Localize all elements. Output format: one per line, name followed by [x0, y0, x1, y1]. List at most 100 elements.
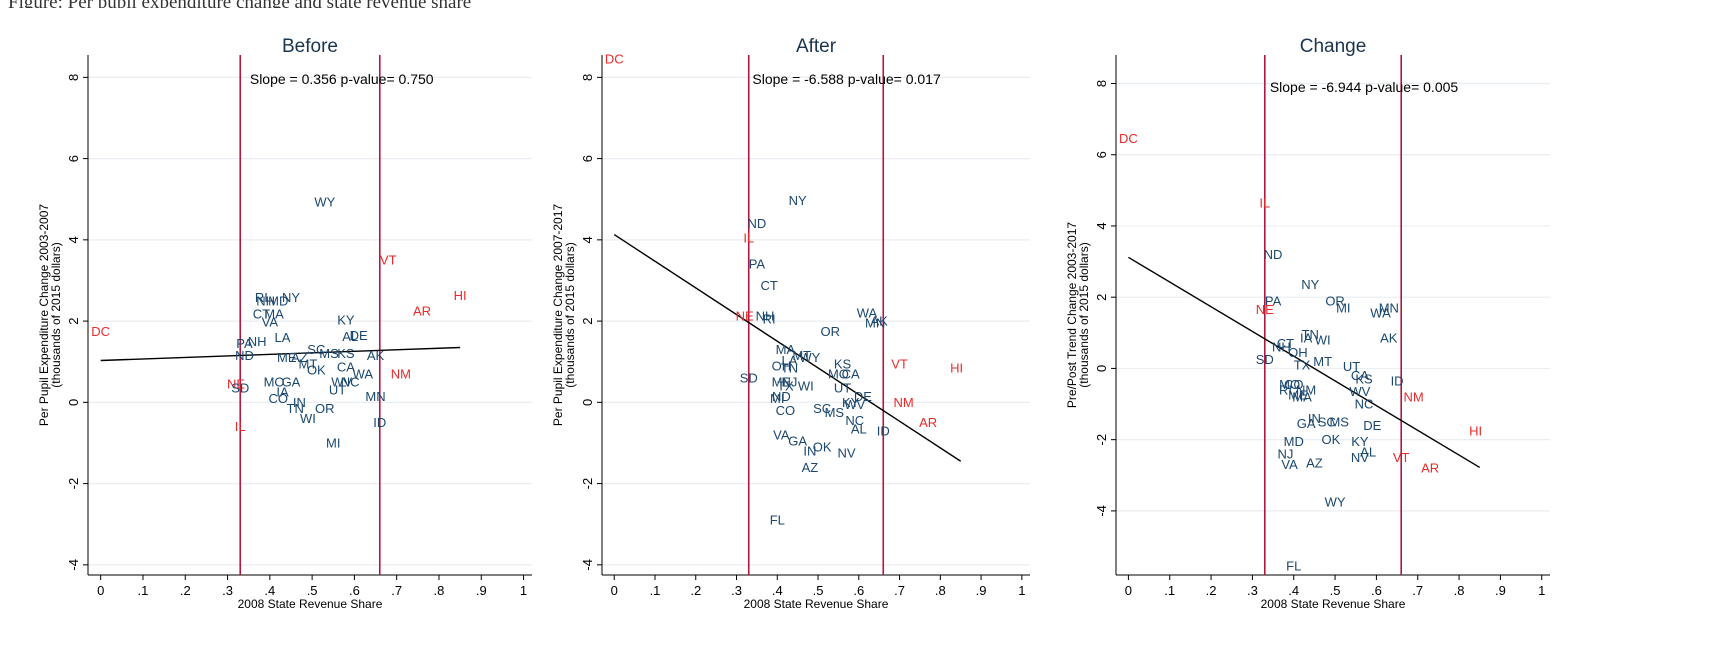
state-label-ca: CA: [337, 360, 355, 375]
state-label-wi: WI: [300, 411, 316, 426]
state-label-wa: WA: [353, 366, 374, 381]
state-label-mt: MT: [1313, 354, 1332, 369]
state-label-va: VA: [1281, 457, 1298, 472]
y-tick-label: 8: [580, 74, 595, 81]
state-label-sd: SD: [231, 381, 249, 396]
plot-area: [1116, 55, 1550, 575]
state-label-ny: NY: [789, 193, 807, 208]
state-label-de: DE: [1363, 418, 1381, 433]
state-label-ct: CT: [760, 278, 777, 293]
y-axis-label-units: (thousands of 2015 dollars): [49, 242, 63, 387]
state-label-ia: IA: [1300, 331, 1313, 346]
state-label-ok: OK: [1322, 432, 1341, 447]
y-tick-label: -4: [66, 559, 81, 571]
state-label-ga: GA: [1297, 416, 1316, 431]
x-tick-label: .2: [180, 583, 191, 598]
state-label-az: AZ: [802, 460, 819, 475]
state-label-me: ME: [277, 350, 297, 365]
state-label-ut: UT: [834, 381, 851, 396]
state-label-ky: KY: [1351, 434, 1369, 449]
x-tick-label: 1: [520, 583, 527, 598]
x-tick-label: .3: [1247, 583, 1258, 598]
state-label-wv: WV: [1349, 384, 1370, 399]
state-label-in: IN: [293, 395, 306, 410]
state-label-tn: TN: [287, 401, 304, 416]
state-label-in: IN: [1308, 411, 1321, 426]
state-label-or: OR: [315, 401, 335, 416]
state-label-me: ME: [1288, 388, 1308, 403]
x-tick-label: .3: [222, 583, 233, 598]
state-label-va: VA: [773, 427, 790, 442]
state-label-ak: AK: [871, 314, 889, 329]
state-label-mi: MI: [326, 435, 340, 450]
state-label-ma: MA: [776, 342, 796, 357]
state-label-nc: NC: [845, 413, 864, 428]
y-tick-label: 4: [580, 236, 595, 243]
state-label-ks: KS: [834, 356, 852, 371]
x-tick-label: .2: [1206, 583, 1217, 598]
state-label-nh: NH: [756, 309, 775, 324]
state-label-ne: NE: [227, 377, 245, 392]
y-axis-label-units: (thousands of 2015 dollars): [1077, 242, 1091, 387]
state-label-co: CO: [1284, 377, 1304, 392]
state-label-nh: NH: [1272, 340, 1291, 355]
y-tick-label: 2: [580, 317, 595, 324]
state-label-hi: HI: [1469, 423, 1482, 438]
state-label-ms: MS: [319, 346, 339, 361]
state-label-wv: WV: [331, 375, 352, 390]
fit-line: [100, 346, 461, 362]
x-tick-label: .6: [853, 583, 864, 598]
x-tick-label: .3: [731, 583, 742, 598]
state-label-mi: MI: [1336, 300, 1350, 315]
x-tick-label: .1: [1164, 583, 1175, 598]
y-tick-label: -2: [66, 478, 81, 490]
state-label-oh: OH: [1288, 345, 1308, 360]
state-label-ar: AR: [919, 415, 937, 430]
state-label-co: CO: [776, 403, 796, 418]
state-label-nc: NC: [1355, 397, 1374, 412]
state-label-ga: GA: [788, 433, 807, 448]
state-label-wy: WY: [799, 350, 820, 365]
x-tick-label: 1: [1538, 583, 1545, 598]
state-label-nd: ND: [1264, 247, 1283, 262]
state-label-ia: IA: [276, 385, 289, 400]
y-axis-label: Pre/Post Trend Change 2003-2017: [1065, 222, 1079, 408]
y-tick-label: 6: [66, 155, 81, 162]
state-label-az: AZ: [291, 350, 308, 365]
state-label-ok: OK: [307, 362, 326, 377]
state-label-hi: HI: [950, 360, 963, 375]
state-label-oh: OH: [772, 358, 792, 373]
state-label-ct: CT: [1277, 336, 1294, 351]
chart-title: Before: [282, 36, 338, 57]
state-label-pa: PA: [236, 336, 253, 351]
state-label-pa: PA: [1265, 293, 1282, 308]
x-tick-label: .7: [894, 583, 905, 598]
state-label-mo: MO: [828, 366, 849, 381]
state-label-sc: SC: [1318, 414, 1336, 429]
state-label-de: DE: [854, 389, 872, 404]
state-label-mn: MN: [1379, 300, 1399, 315]
state-label-ky: KY: [337, 312, 355, 327]
state-label-nd: ND: [772, 389, 791, 404]
state-label-nh: NH: [248, 334, 267, 349]
state-label-ny: NY: [282, 290, 300, 305]
state-label-nm: NM: [391, 366, 411, 381]
x-tick-label: .4: [264, 583, 275, 598]
state-label-me: ME: [772, 375, 792, 390]
y-tick-label: 4: [66, 236, 81, 243]
state-label-ms: MS: [825, 405, 845, 420]
slope-annotation: Slope = 0.356 p-value= 0.750: [250, 71, 434, 87]
state-label-il: IL: [235, 419, 246, 434]
state-label-nv: NV: [838, 446, 856, 461]
x-tick-label: .6: [1371, 583, 1382, 598]
state-label-dc: DC: [1119, 131, 1138, 146]
state-label-nc: NC: [341, 375, 360, 390]
state-label-ky: KY: [842, 395, 860, 410]
state-label-nj: NJ: [1278, 446, 1294, 461]
state-label-ri: RI: [763, 312, 776, 327]
state-label-md: MD: [1284, 434, 1304, 449]
state-label-ct: CT: [253, 306, 270, 321]
x-tick-label: .6: [349, 583, 360, 598]
